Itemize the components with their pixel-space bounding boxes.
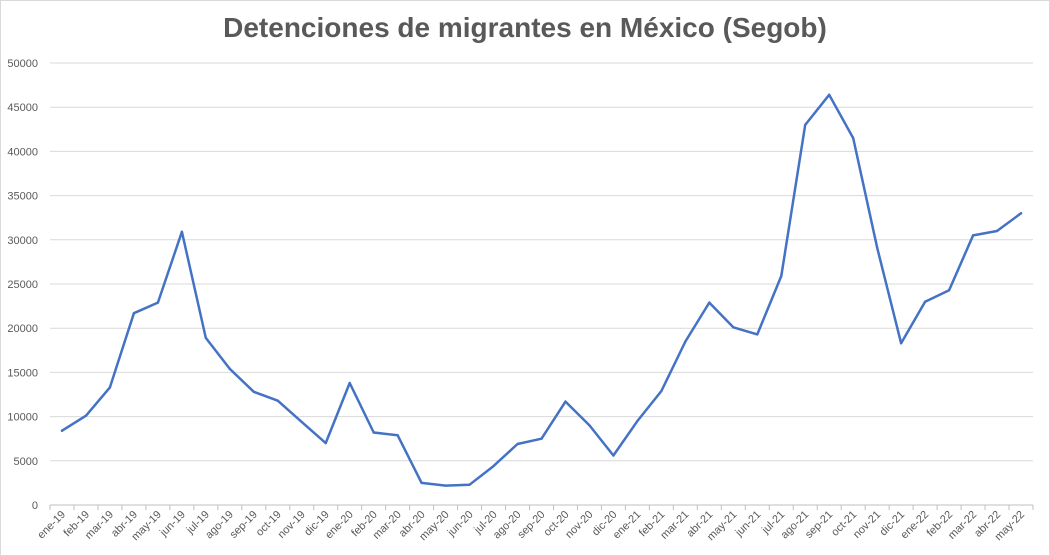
data-point — [468, 483, 471, 486]
data-point — [564, 400, 567, 403]
data-point — [132, 311, 136, 315]
x-tick-label: jun-21 — [733, 509, 764, 540]
data-point — [780, 274, 783, 278]
x-tick-label: nov-21 — [851, 509, 883, 541]
data-point — [732, 326, 735, 329]
data-point — [84, 414, 88, 417]
x-tick-label: jun-20 — [445, 509, 476, 540]
chart-title: Detenciones de migrantes en México (Sego… — [223, 12, 827, 43]
data-point — [420, 481, 423, 485]
y-tick-label: 50000 — [7, 58, 38, 70]
data-point — [540, 437, 543, 440]
data-point — [60, 429, 64, 432]
data-point — [995, 229, 999, 233]
data-point — [204, 336, 208, 340]
data-point — [828, 93, 831, 97]
data-point — [396, 433, 399, 437]
y-tick-label: 20000 — [7, 323, 38, 335]
data-point — [1019, 212, 1023, 215]
y-tick-label: 10000 — [7, 412, 38, 424]
data-point — [923, 300, 927, 303]
data-point — [228, 367, 232, 371]
x-tick-label: sep-20 — [515, 509, 547, 541]
series-line — [60, 93, 1023, 487]
data-point — [636, 419, 639, 423]
y-tick-label: 25000 — [7, 279, 38, 291]
data-point — [156, 301, 160, 304]
data-point — [612, 454, 615, 457]
x-tick-label: sep-19 — [228, 509, 260, 541]
data-point — [588, 424, 591, 427]
y-tick-label: 30000 — [7, 235, 38, 247]
data-point — [372, 431, 375, 434]
y-tick-label: 45000 — [7, 102, 38, 114]
x-tick-label: jun-19 — [157, 509, 188, 540]
data-point — [516, 442, 519, 446]
data-point — [180, 230, 184, 234]
data-point — [804, 123, 807, 127]
data-point — [756, 333, 759, 336]
x-tick-label: ene-19 — [35, 509, 68, 542]
data-point — [444, 484, 447, 487]
data-point — [708, 301, 711, 304]
y-tick-label: 5000 — [14, 456, 38, 468]
data-point — [660, 389, 663, 393]
data-point — [947, 288, 951, 292]
data-point — [324, 441, 327, 445]
x-tick-label: nov-19 — [276, 509, 308, 541]
data-point — [492, 464, 495, 468]
data-point — [108, 386, 112, 389]
x-tick-label: nov-20 — [563, 509, 595, 541]
data-point — [252, 390, 255, 394]
data-point — [684, 340, 687, 343]
data-point — [875, 246, 879, 249]
data-point — [276, 399, 279, 402]
data-point — [899, 342, 903, 345]
y-tick-label: 0 — [32, 500, 38, 512]
data-point — [971, 234, 975, 237]
data-point — [348, 381, 351, 385]
y-tick-label: 35000 — [7, 191, 38, 203]
x-tick-label: sep-21 — [803, 509, 835, 541]
y-tick-label: 40000 — [7, 146, 38, 158]
data-point — [851, 136, 855, 140]
y-tick-label: 15000 — [7, 367, 38, 379]
data-point — [300, 420, 303, 424]
